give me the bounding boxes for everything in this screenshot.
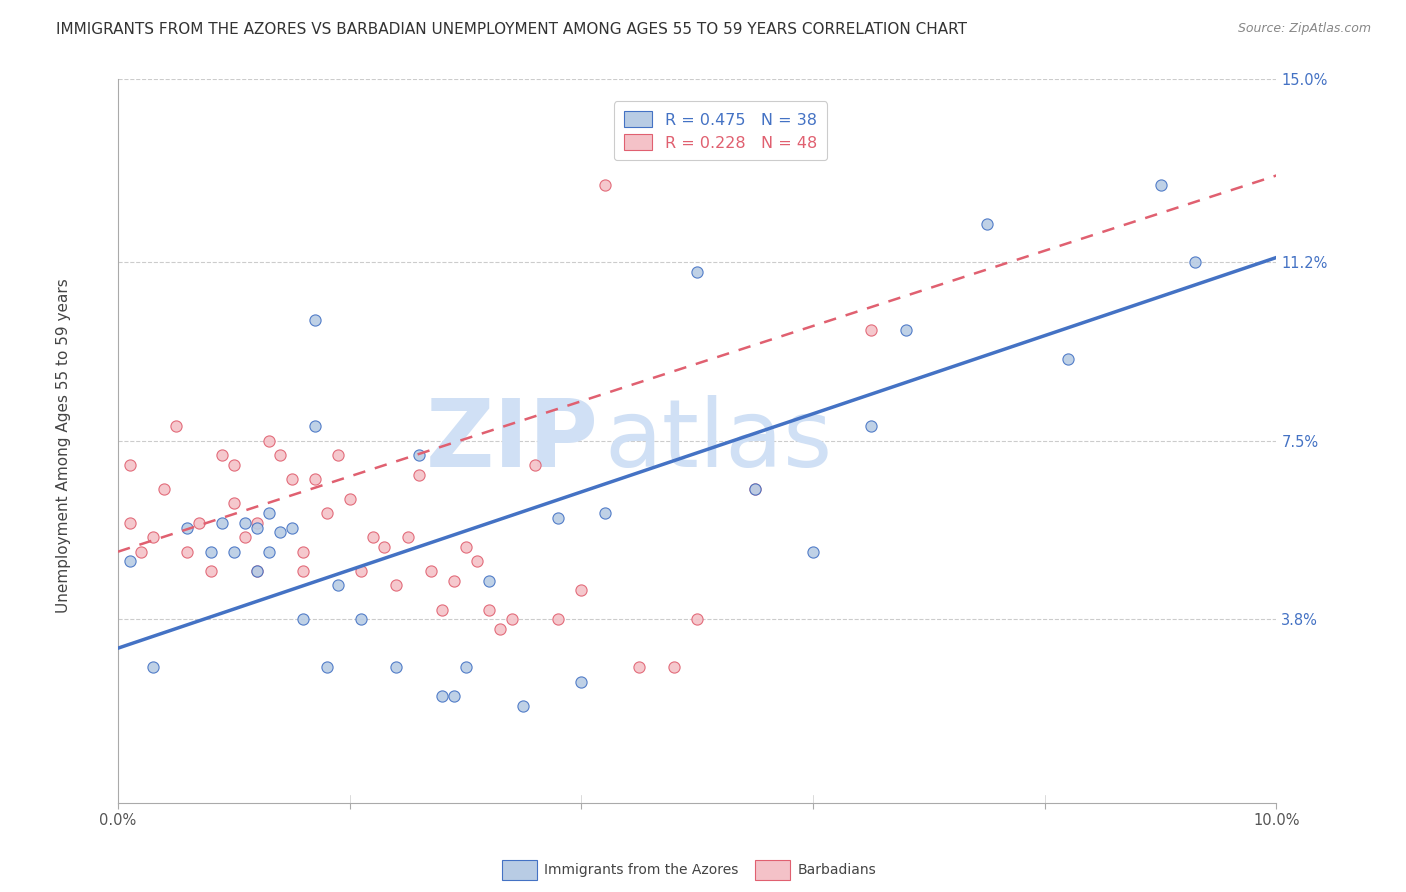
- Point: [176, 520, 198, 534]
- Point: [454, 660, 477, 674]
- Point: [593, 178, 616, 193]
- FancyBboxPatch shape: [502, 860, 537, 880]
- Text: Source: ZipAtlas.com: Source: ZipAtlas.com: [1237, 22, 1371, 36]
- Point: [976, 217, 998, 231]
- Point: [571, 583, 593, 598]
- Point: [304, 313, 326, 327]
- Point: [211, 516, 233, 530]
- Point: [246, 564, 269, 578]
- Point: [326, 448, 349, 462]
- Point: [165, 419, 187, 434]
- Point: [1184, 255, 1206, 269]
- Point: [443, 690, 465, 704]
- Point: [246, 564, 269, 578]
- Text: Barbadians: Barbadians: [797, 863, 876, 877]
- Point: [350, 612, 373, 626]
- Point: [257, 544, 280, 558]
- Point: [744, 482, 766, 496]
- Point: [235, 530, 257, 544]
- Point: [432, 690, 454, 704]
- Point: [292, 564, 315, 578]
- Point: [222, 458, 245, 472]
- Point: [744, 482, 766, 496]
- Point: [571, 674, 593, 689]
- Point: [408, 467, 430, 482]
- Text: Unemployment Among Ages 55 to 59 years: Unemployment Among Ages 55 to 59 years: [56, 278, 70, 614]
- FancyBboxPatch shape: [755, 860, 790, 880]
- Point: [281, 472, 304, 486]
- Point: [859, 323, 882, 337]
- Point: [315, 660, 337, 674]
- Point: [432, 602, 454, 616]
- Point: [339, 491, 361, 506]
- Point: [211, 448, 233, 462]
- Point: [292, 612, 315, 626]
- Point: [142, 530, 165, 544]
- Point: [222, 544, 245, 558]
- Text: atlas: atlas: [605, 395, 832, 487]
- Point: [501, 612, 523, 626]
- Text: IMMIGRANTS FROM THE AZORES VS BARBADIAN UNEMPLOYMENT AMONG AGES 55 TO 59 YEARS C: IMMIGRANTS FROM THE AZORES VS BARBADIAN …: [56, 22, 967, 37]
- Point: [292, 544, 315, 558]
- Point: [200, 564, 222, 578]
- Point: [662, 660, 685, 674]
- Point: [118, 458, 141, 472]
- Point: [235, 516, 257, 530]
- Point: [593, 506, 616, 520]
- Point: [304, 472, 326, 486]
- Point: [396, 530, 419, 544]
- Point: [385, 660, 408, 674]
- Point: [153, 482, 176, 496]
- Point: [547, 612, 569, 626]
- Point: [859, 419, 882, 434]
- Point: [246, 516, 269, 530]
- Point: [118, 554, 141, 568]
- Point: [443, 574, 465, 588]
- Point: [801, 544, 824, 558]
- Point: [408, 448, 430, 462]
- Point: [1149, 178, 1171, 193]
- Point: [281, 520, 304, 534]
- Point: [361, 530, 384, 544]
- Point: [478, 602, 501, 616]
- Point: [326, 578, 349, 592]
- Point: [350, 564, 373, 578]
- Point: [222, 496, 245, 510]
- Point: [686, 265, 709, 279]
- Point: [188, 516, 211, 530]
- Point: [142, 660, 165, 674]
- Point: [419, 564, 441, 578]
- Point: [489, 622, 512, 636]
- Point: [385, 578, 408, 592]
- Point: [269, 448, 291, 462]
- Point: [628, 660, 651, 674]
- Point: [547, 511, 569, 525]
- Point: [200, 544, 222, 558]
- Point: [524, 458, 547, 472]
- Point: [176, 544, 198, 558]
- Point: [465, 554, 488, 568]
- Point: [118, 516, 141, 530]
- Point: [454, 540, 477, 554]
- Point: [315, 506, 337, 520]
- Point: [1057, 351, 1080, 366]
- Point: [129, 544, 152, 558]
- Point: [269, 525, 291, 540]
- Point: [512, 699, 534, 714]
- Point: [246, 520, 269, 534]
- Point: [686, 612, 709, 626]
- Point: [257, 506, 280, 520]
- Text: Immigrants from the Azores: Immigrants from the Azores: [544, 863, 738, 877]
- Point: [801, 48, 824, 62]
- Point: [894, 323, 917, 337]
- Text: ZIP: ZIP: [426, 395, 599, 487]
- Point: [478, 574, 501, 588]
- Point: [257, 434, 280, 448]
- Point: [304, 419, 326, 434]
- Point: [373, 540, 395, 554]
- Legend: R = 0.475   N = 38, R = 0.228   N = 48: R = 0.475 N = 38, R = 0.228 N = 48: [614, 102, 827, 161]
